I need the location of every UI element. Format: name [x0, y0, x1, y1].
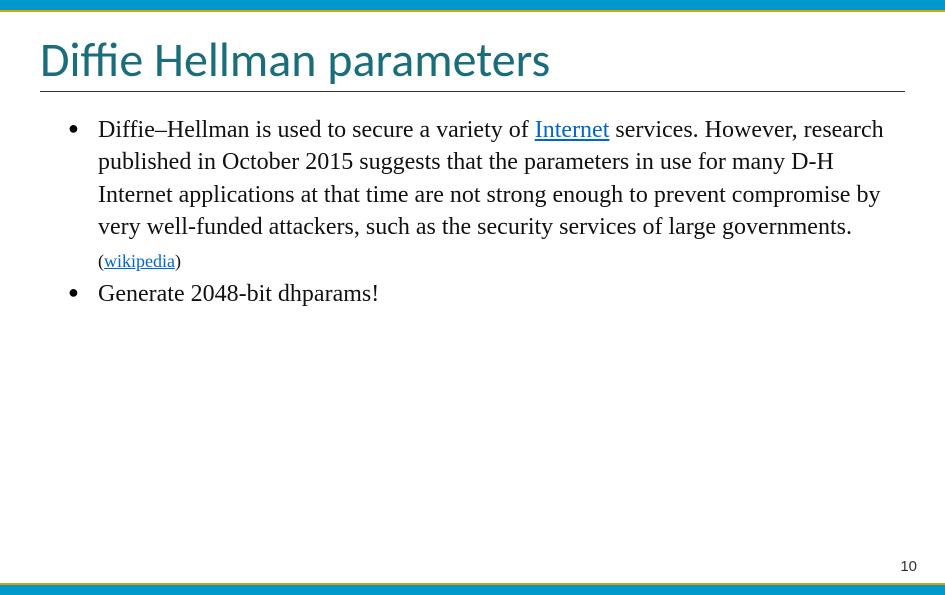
top-accent-bar — [0, 0, 945, 12]
bottom-accent-bar — [0, 583, 945, 595]
slide-content: Diffie Hellman parameters Diffie–Hellman… — [0, 12, 945, 310]
inline-link[interactable]: wikipedia — [104, 251, 175, 271]
text-segment: Generate 2048-bit dhparams! — [98, 281, 379, 307]
slide-title: Diffie Hellman parameters — [40, 30, 905, 89]
text-segment: Diffie–Hellman is used to secure a varie… — [98, 117, 535, 143]
page-number: 10 — [900, 558, 917, 575]
inline-link[interactable]: Internet — [535, 117, 610, 143]
bullet-list: Diffie–Hellman is used to secure a varie… — [40, 114, 905, 310]
title-divider — [40, 91, 905, 92]
bullet-item: Diffie–Hellman is used to secure a varie… — [68, 114, 905, 276]
text-segment: ) — [175, 251, 181, 271]
bullet-item: Generate 2048-bit dhparams! — [68, 278, 905, 310]
